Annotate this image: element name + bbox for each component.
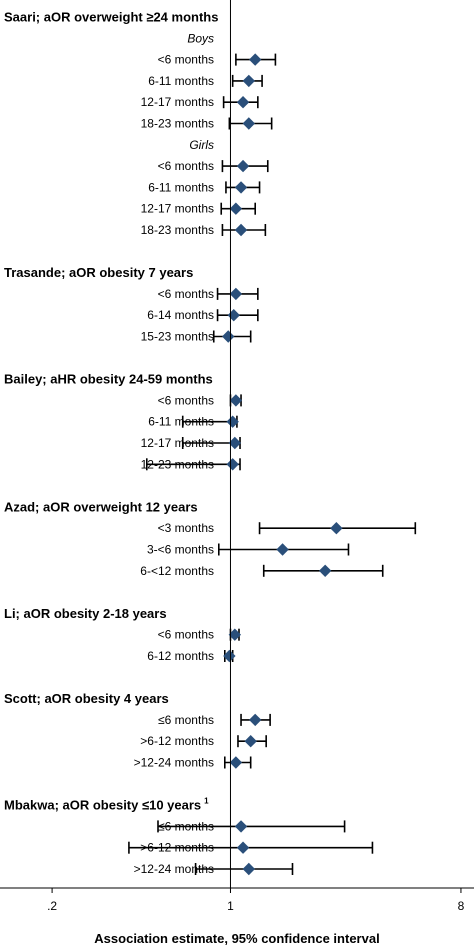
row-label: >12-24 months [134, 862, 214, 876]
subgroup-label: Girls [189, 138, 214, 152]
group-header: Scott; aOR obesity 4 years [4, 691, 169, 706]
row-label: <6 months [158, 393, 214, 407]
row-label: <6 months [158, 628, 214, 642]
group-header: Bailey; aHR obesity 24-59 months [4, 372, 213, 387]
x-axis-ticks: .2 1 8 [47, 888, 465, 913]
point-estimate-marker [229, 287, 243, 301]
point-estimate-marker [244, 735, 257, 748]
row-label: <6 months [158, 159, 214, 173]
point-estimate-marker [229, 202, 243, 215]
point-estimate-marker [222, 330, 235, 343]
point-estimate-marker [234, 181, 248, 194]
row-label: 6-<12 months [140, 564, 214, 578]
point-estimate-marker [234, 223, 248, 237]
row-label: 6-11 months [148, 74, 214, 88]
row-label: 12-17 months [141, 436, 214, 450]
footnote-marker: 1 [204, 797, 209, 806]
row-label: ≤6 months [158, 713, 214, 727]
x-axis-label: Association estimate, 95% confidence int… [94, 931, 379, 946]
point-estimate-marker [228, 628, 242, 641]
row-label: 15-23 months [141, 330, 214, 344]
group-header: Li; aOR obesity 2-18 years [4, 606, 167, 621]
row-label: <3 months [158, 521, 214, 535]
group-header-text: Mbakwa; aOR obesity ≤10 years [4, 798, 201, 813]
row-label: 12-17 months [141, 202, 214, 216]
point-estimate-marker [330, 522, 343, 535]
x-tick-label: 8 [458, 899, 465, 913]
point-estimate-marker [229, 756, 243, 769]
point-estimate-marker [236, 159, 250, 173]
group-header-text: Saari; aOR overweight ≥24 months [4, 10, 218, 25]
x-tick-label: .2 [47, 899, 57, 913]
point-estimate-marker [242, 117, 256, 130]
row-label: 18-23 months [141, 223, 214, 237]
point-estimate-marker [229, 394, 243, 407]
subgroup-label: Boys [187, 31, 214, 45]
row-label: 6-11 months [148, 415, 214, 429]
point-estimate-marker [228, 436, 242, 450]
row-label: 12-17 months [141, 95, 214, 109]
row-label: <6 months [158, 53, 214, 67]
point-estimate-marker [226, 458, 239, 471]
point-estimate-marker [318, 564, 332, 577]
row-label: 6-14 months [147, 308, 214, 322]
point-estimate-marker [242, 862, 256, 876]
group-header-text: Azad; aOR overweight 12 years [4, 499, 198, 514]
point-estimate-marker [242, 74, 256, 88]
row-label: >12-24 months [134, 756, 214, 770]
group-header-text: Li; aOR obesity 2-18 years [4, 606, 167, 621]
point-estimate-marker [234, 820, 248, 833]
group-header-text: Bailey; aHR obesity 24-59 months [4, 372, 213, 387]
point-estimate-marker [276, 543, 289, 556]
row-label: 6-12 months [147, 649, 214, 663]
point-estimate-marker [226, 415, 239, 428]
row-label: >6-12 months [140, 734, 214, 748]
group-header: Azad; aOR overweight 12 years [4, 499, 198, 514]
point-estimate-marker [227, 309, 240, 322]
x-tick-label: 1 [227, 899, 234, 913]
point-estimate-marker [236, 841, 250, 854]
row-label: 3-<6 months [147, 543, 214, 557]
forest-rows: Saari; aOR overweight ≥24 months Boys <6 m… [4, 10, 417, 876]
group-header-text: Scott; aOR obesity 4 years [4, 691, 169, 706]
row-label: <6 months [158, 287, 214, 301]
point-estimate-marker [249, 713, 262, 727]
group-header: Mbakwa; aOR obesity ≤10 years 1 [4, 797, 209, 813]
row-label: 18-23 months [141, 117, 214, 131]
point-estimate-marker [236, 96, 250, 109]
group-header: Trasande; aOR obesity 7 years [4, 265, 193, 280]
group-header-text: Trasande; aOR obesity 7 years [4, 265, 193, 280]
point-estimate-marker [223, 649, 236, 663]
row-label: 6-11 months [148, 180, 214, 194]
point-estimate-marker [249, 53, 262, 66]
group-header: Saari; aOR overweight ≥24 months [4, 10, 218, 25]
